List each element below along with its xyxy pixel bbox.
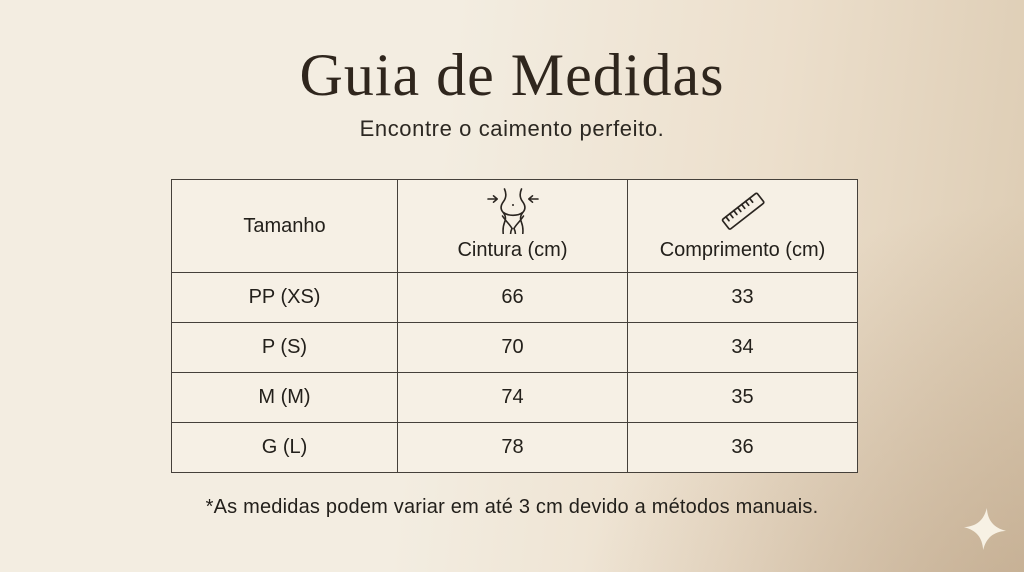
page-subtitle: Encontre o caimento perfeito.	[359, 116, 665, 141]
waist-cell: 66	[397, 272, 628, 323]
waist-cell: 70	[397, 322, 628, 373]
measurement-disclaimer: *As medidas podem variar em até 3 cm dev…	[205, 496, 819, 518]
size-cell: G (L)	[171, 422, 398, 473]
table-row: PP (XS) 66 33	[171, 272, 858, 323]
length-cell: 33	[627, 272, 858, 323]
length-cell: 34	[627, 322, 858, 373]
waist-icon	[485, 188, 541, 234]
waist-cell: 74	[397, 372, 628, 423]
column-header-waist-label: Cintura (cm)	[457, 239, 568, 261]
column-header-size: Tamanho	[171, 179, 398, 273]
ruler-icon	[717, 188, 769, 234]
table-row: P (S) 70 34	[171, 322, 858, 373]
table-row: M (M) 74 35	[171, 372, 858, 423]
column-header-size-label: Tamanho	[243, 214, 326, 237]
size-cell: M (M)	[171, 372, 398, 423]
column-header-waist: Cintura (cm)	[397, 179, 628, 273]
page-title: Guia de Medidas	[299, 42, 725, 108]
size-cell: P (S)	[171, 322, 398, 373]
size-table: Tamanho	[171, 179, 858, 473]
length-cell: 36	[627, 422, 858, 473]
column-header-length: Comprimento (cm)	[627, 179, 858, 273]
sparkle-icon	[960, 504, 1010, 554]
table-header-row: Tamanho	[171, 179, 858, 273]
column-header-length-label: Comprimento (cm)	[659, 239, 826, 261]
size-cell: PP (XS)	[171, 272, 398, 323]
length-cell: 35	[627, 372, 858, 423]
table-row: G (L) 78 36	[171, 422, 858, 473]
waist-cell: 78	[397, 422, 628, 473]
